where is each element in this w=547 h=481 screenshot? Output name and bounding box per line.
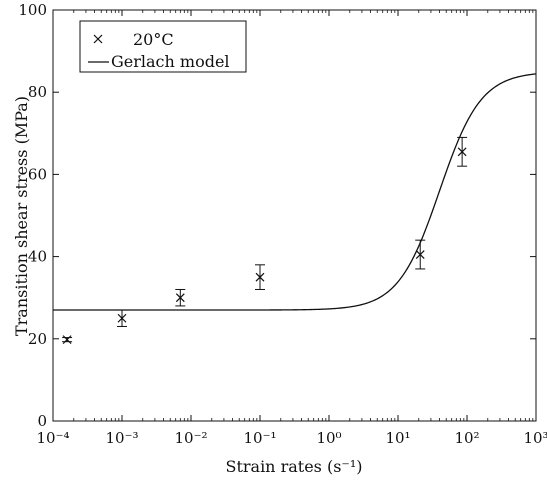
legend-box [79, 20, 247, 73]
data-point [175, 288, 186, 307]
y-axis-title: Transition shear stress (MPa) [12, 96, 31, 336]
x-axis-title: Strain rates (s⁻¹) [225, 457, 362, 476]
point-marker-stroke [117, 313, 127, 323]
legend-label-20c: 20°C [133, 30, 174, 49]
x-tick-label: 10⁻⁴ [36, 429, 69, 447]
data-points-20c [62, 136, 468, 345]
y-tick-label: 20 [28, 330, 47, 348]
y-tick-label: 60 [28, 165, 47, 183]
gerlach-model-curve [53, 73, 537, 311]
x-tick-label: 10⁻² [174, 429, 207, 447]
y-tick-label: 40 [28, 248, 47, 266]
point-marker-stroke [415, 250, 425, 259]
data-point [415, 239, 426, 270]
plot-frame [52, 9, 537, 422]
point-marker-stroke [175, 293, 185, 303]
data-point [255, 264, 265, 290]
x-tick-labels: 10⁻⁴ 10⁻³ 10⁻² 10⁻¹ 10⁰ 10¹ 10² 10³ [36, 429, 547, 447]
legend-label-gerlach-model: Gerlach model [111, 52, 230, 71]
y-tick-label: 0 [37, 412, 47, 430]
legend: 20°C Gerlach model [79, 20, 247, 73]
point-marker-stroke [93, 34, 103, 44]
x-tick-label: 10⁻¹ [243, 429, 276, 447]
point-marker-stroke [62, 335, 72, 345]
x-tick-label: 10³ [523, 429, 547, 447]
x-tick-label: 10¹ [385, 429, 410, 447]
data-point [457, 136, 468, 167]
y-tick-label: 80 [28, 83, 47, 101]
y-tick-label: 100 [18, 1, 47, 19]
point-marker-stroke [255, 272, 265, 282]
legend-marker-x [93, 34, 103, 44]
data-point [62, 335, 73, 345]
point-marker-stroke [457, 147, 467, 157]
tick-marks [52, 9, 537, 422]
x-tick-label: 10⁻³ [105, 429, 138, 447]
y-tick-labels: 0 20 40 60 80 100 [18, 1, 47, 430]
data-point [117, 309, 127, 327]
x-tick-label: 10² [454, 429, 479, 447]
x-tick-label: 10⁰ [316, 429, 341, 447]
